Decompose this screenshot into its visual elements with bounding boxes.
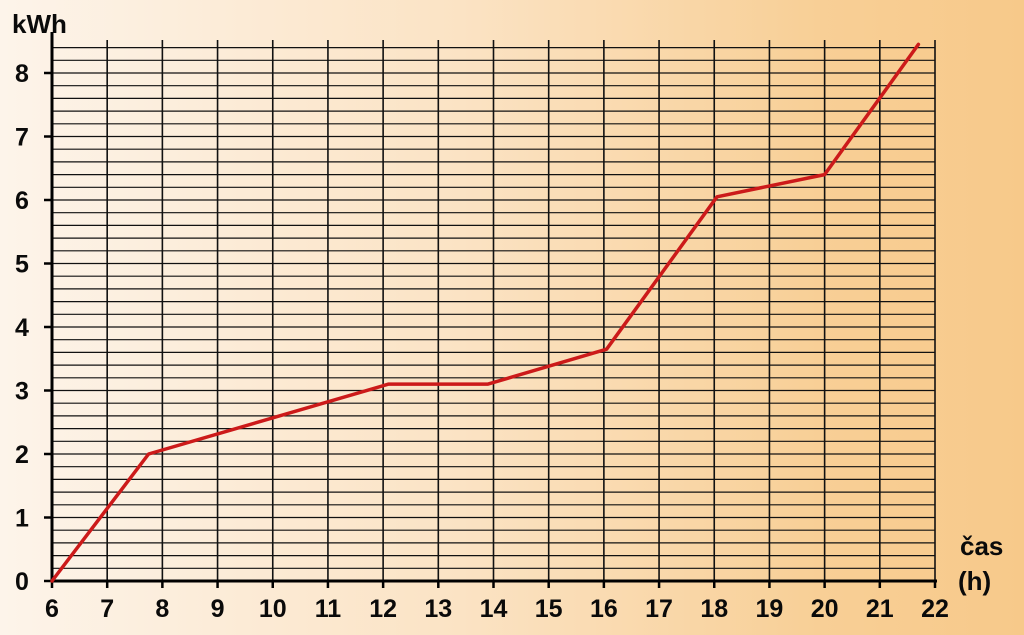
grid	[52, 40, 936, 581]
x-tick-label: 20	[811, 595, 839, 623]
x-tick-label: 6	[45, 595, 59, 623]
y-tick-label: 6	[15, 187, 29, 215]
y-tick-label: 1	[15, 505, 29, 533]
x-tick-label: 13	[424, 595, 452, 623]
y-tick-label: 4	[15, 314, 29, 342]
x-tick-label: 19	[756, 595, 784, 623]
y-tick-label: 2	[15, 441, 29, 469]
x-tick-label: 12	[369, 595, 397, 623]
x-tick-label: 17	[645, 595, 673, 623]
x-tick-label: 8	[155, 595, 169, 623]
x-tick-label: 11	[315, 595, 342, 623]
y-tick-label: 8	[15, 60, 29, 88]
series	[50, 42, 921, 583]
x-tick-label: 15	[535, 595, 563, 623]
x-tick-label: 7	[100, 595, 114, 623]
x-tick-label: 22	[921, 595, 949, 623]
x-tick-label: 9	[211, 595, 225, 623]
x-tick-label: 18	[700, 595, 728, 623]
x-tick-label: 21	[866, 595, 894, 623]
y-tick-label: 0	[15, 568, 29, 596]
x-axis-label-line1: čas	[960, 531, 1003, 561]
x-tick-label: 10	[259, 595, 287, 623]
y-tick-label: 3	[15, 378, 29, 406]
x-tick-label: 16	[590, 595, 618, 623]
series-line	[50, 42, 921, 583]
y-tick-label: 7	[15, 124, 29, 152]
x-axis-label-line2: (h)	[958, 566, 991, 596]
y-tick-label: 5	[15, 251, 29, 279]
y-axis-label: kWh	[12, 9, 67, 39]
axes	[44, 32, 937, 588]
x-tick-label: 14	[480, 595, 508, 623]
